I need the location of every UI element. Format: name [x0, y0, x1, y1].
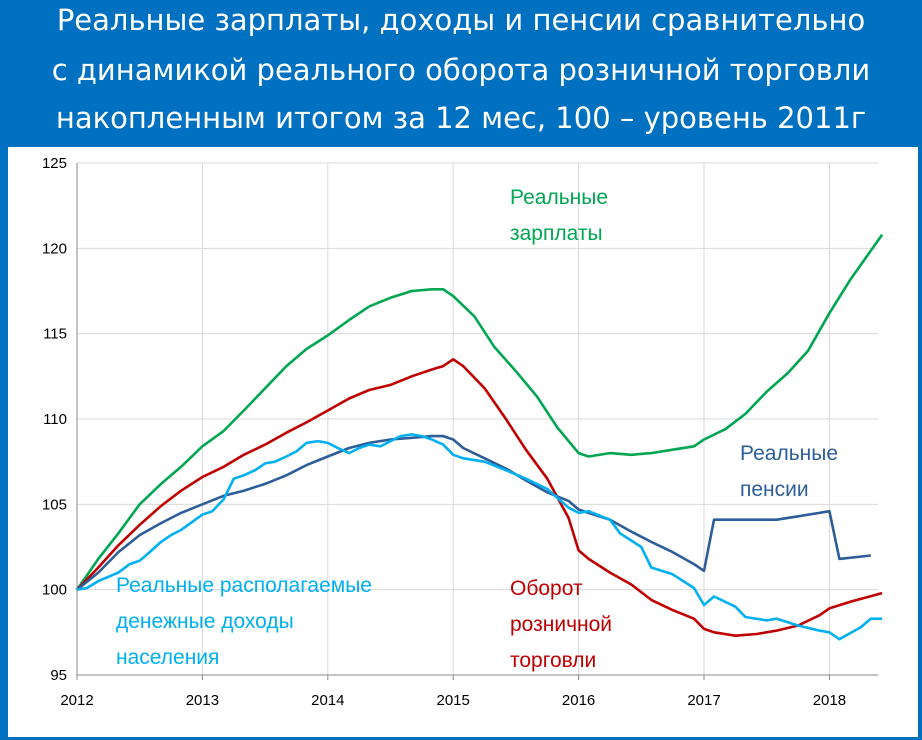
chart-title-line-1: Реальные зарплаты, доходы и пенсии сравн…	[56, 3, 866, 37]
disposable-income-label: населения	[116, 646, 219, 669]
wages-label: зарплаты	[510, 222, 603, 245]
x-tick-label: 2016	[562, 692, 595, 709]
chart-panel	[8, 147, 918, 737]
chart-title-line-3: накопленным итогом за 12 мес, 100 – уров…	[55, 101, 867, 135]
retail-turnover-label: Оборот	[510, 577, 583, 600]
x-tick-label: 2017	[687, 692, 720, 709]
y-tick-label: 100	[42, 582, 67, 599]
disposable-income-line	[76, 433, 883, 641]
disposable-income-label: Реальные располагаемые	[116, 574, 372, 597]
x-tick-label: 2013	[186, 692, 219, 709]
wages-label: Реальные	[510, 186, 608, 209]
x-tick-label: 2018	[813, 692, 846, 709]
pensions-label: Реальные	[740, 442, 838, 465]
y-tick-label: 115	[43, 326, 67, 343]
y-tick-label: 105	[42, 496, 67, 513]
retail-turnover-line	[76, 358, 883, 637]
disposable-income-label: денежные доходы	[116, 610, 294, 633]
wages-line	[75, 233, 884, 591]
x-tick-label: 2014	[311, 692, 344, 709]
y-tick-label: 95	[50, 667, 67, 684]
y-tick-label: 120	[42, 240, 67, 257]
pensions-label: пенсии	[740, 478, 809, 501]
chart-title-line-2: с динамикой реального оборота розничной …	[51, 53, 871, 87]
pensions-line	[76, 434, 871, 591]
x-tick-label: 2015	[437, 692, 470, 709]
x-tick-label: 2012	[60, 692, 93, 709]
y-tick-label: 125	[42, 155, 67, 172]
retail-turnover-label: розничной	[510, 613, 612, 636]
y-tick-label: 110	[43, 411, 67, 428]
retail-turnover-label: торговли	[510, 649, 596, 672]
